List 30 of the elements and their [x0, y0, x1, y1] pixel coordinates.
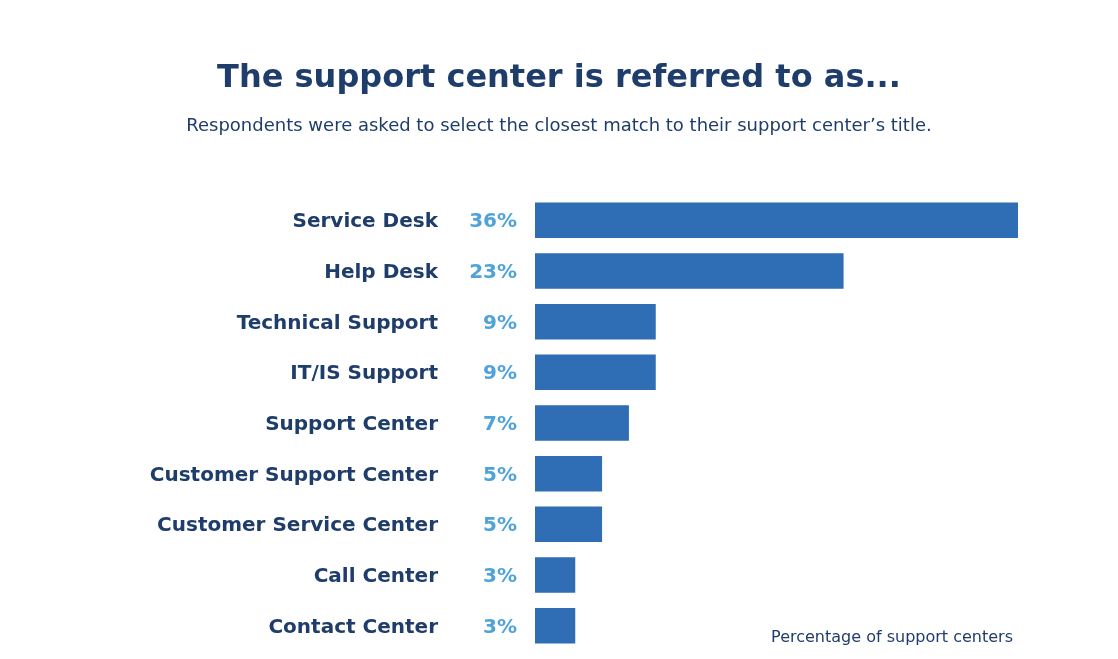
y-tick-label: IT/IS Support	[290, 360, 439, 385]
data-label: 36%	[469, 208, 517, 233]
y-tick-label: Help Desk	[324, 259, 439, 283]
bar	[535, 354, 656, 391]
chart-title: The support center is referred to as...	[217, 57, 901, 95]
bar	[535, 455, 603, 492]
x-axis-title: Percentage of support centers	[771, 626, 1014, 646]
bar	[535, 506, 603, 543]
data-label: 3%	[483, 563, 517, 587]
y-tick-label: Service Desk	[292, 208, 439, 233]
data-label: 3%	[483, 613, 517, 638]
bar	[535, 405, 629, 441]
y-tick-label: Contact Center	[268, 613, 439, 638]
y-tick-label: Customer Service Center	[157, 512, 439, 537]
bar	[535, 202, 1018, 239]
data-label: 23%	[469, 259, 517, 283]
bar	[535, 557, 576, 593]
y-tick-label: Call Center	[313, 563, 439, 587]
data-label: 7%	[483, 411, 517, 435]
chart-subtitle: Respondents were asked to select the closest match to their support center’s title.	[186, 113, 932, 135]
y-tick-label: Support Center	[265, 411, 439, 435]
bar	[535, 303, 656, 340]
y-tick-label: Technical Support	[236, 309, 439, 334]
data-label: 5%	[483, 461, 517, 486]
data-label: 9%	[483, 309, 517, 334]
y-tick-label: Customer Support Center	[149, 461, 439, 486]
data-label: 9%	[483, 360, 517, 385]
data-label: 5%	[483, 512, 517, 537]
bar	[535, 607, 576, 644]
bar	[535, 253, 844, 289]
